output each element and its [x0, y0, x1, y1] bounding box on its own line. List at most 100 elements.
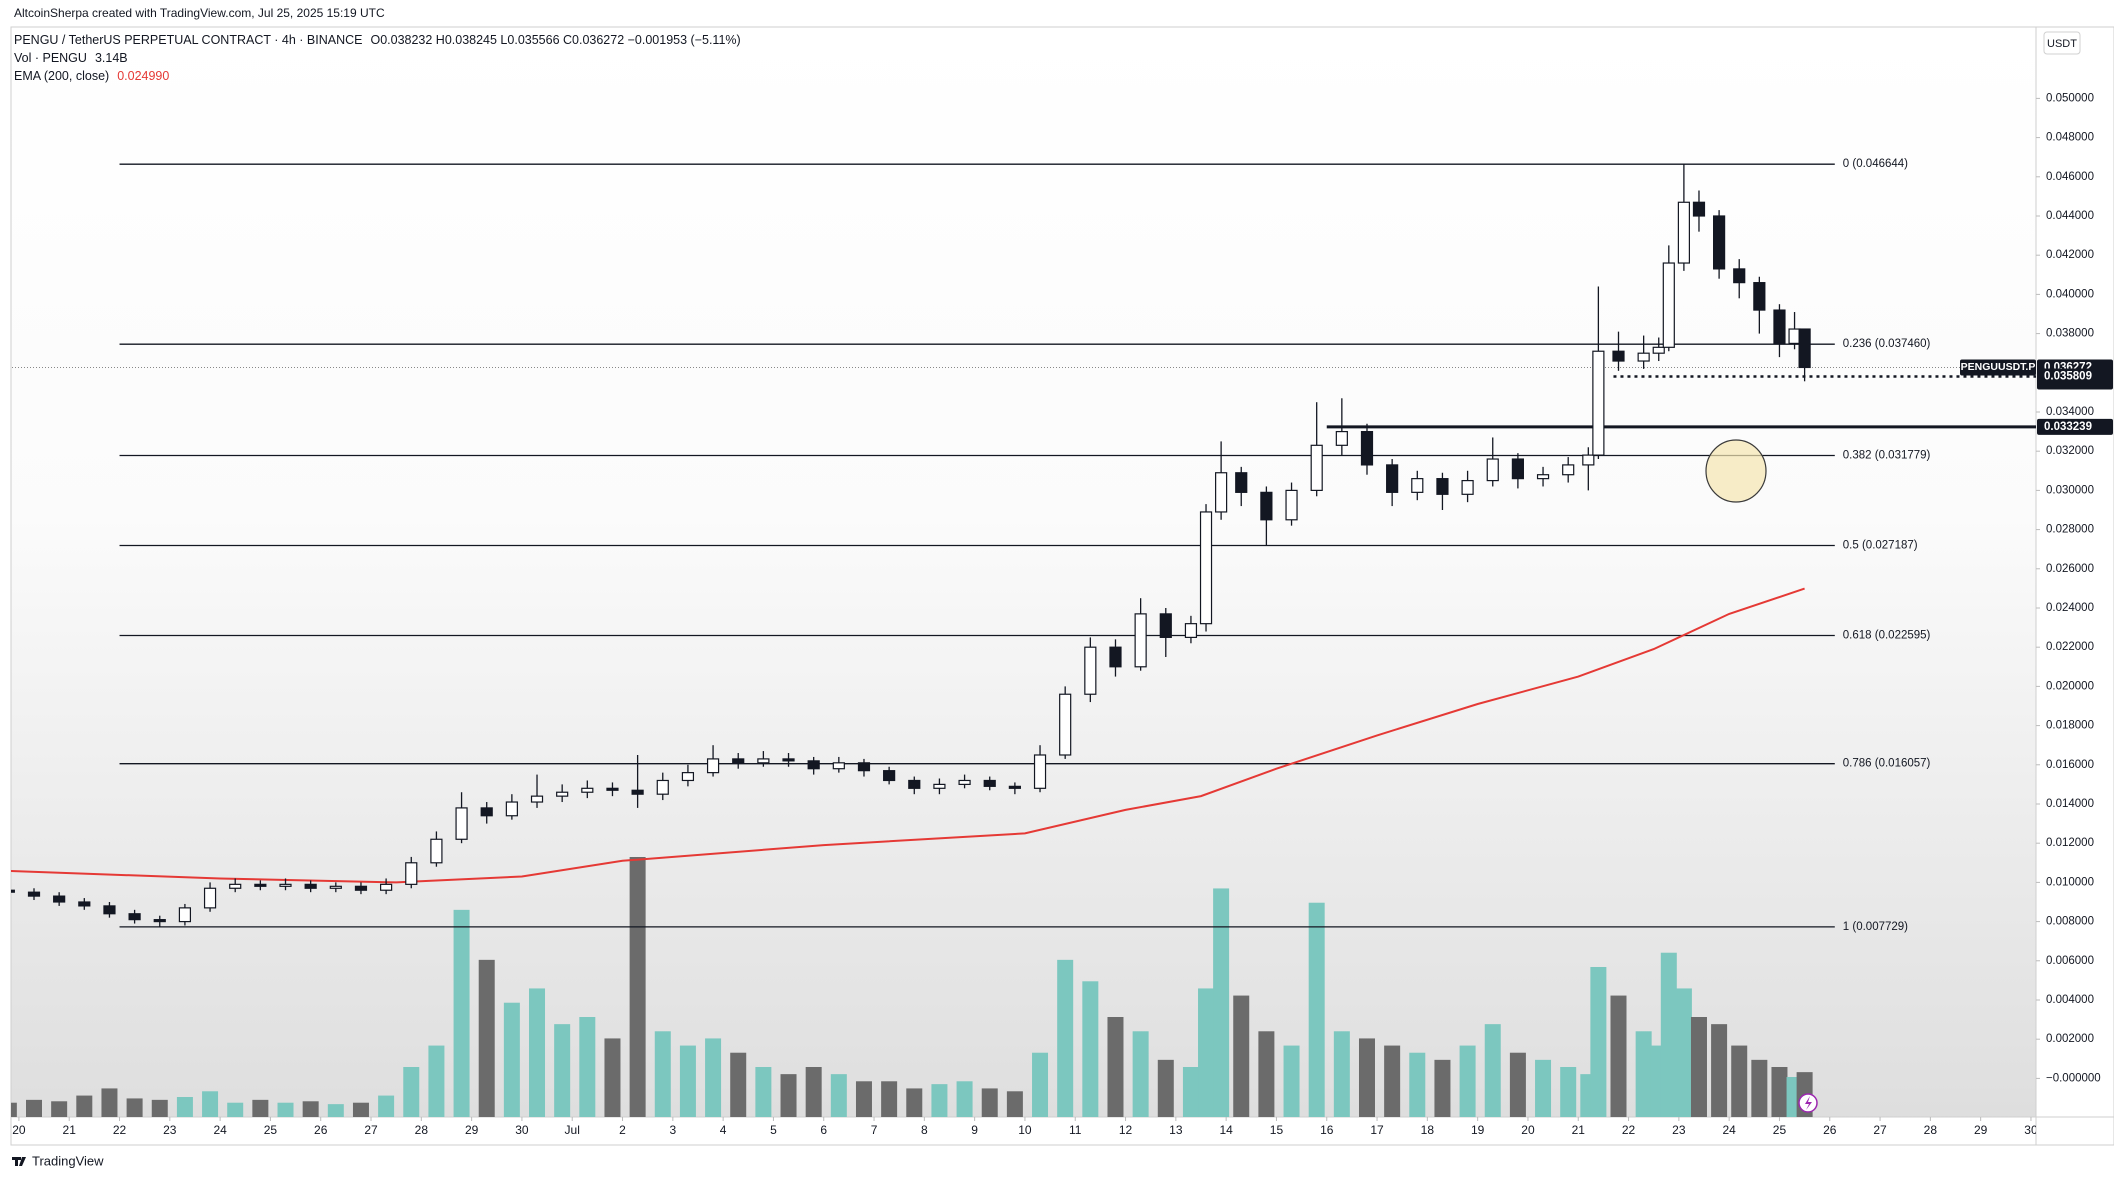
y-tick-label: 0.050000 [2046, 92, 2094, 104]
x-tick-label: 25 [264, 1123, 278, 1137]
hline-price-label-box [2037, 418, 2113, 435]
candle-body [1436, 478, 1449, 495]
volume-bar [126, 1098, 143, 1117]
x-tick-label: 9 [971, 1123, 978, 1137]
x-tick-label: 7 [871, 1123, 878, 1137]
candle-body [807, 760, 820, 770]
x-tick-label: 25 [1773, 1123, 1787, 1137]
y-tick-label: 0.014000 [2046, 798, 2094, 810]
volume-bar [1610, 995, 1627, 1117]
volume-bar [1675, 988, 1692, 1117]
volume-bar [1590, 967, 1607, 1117]
volume-bar [151, 1099, 168, 1117]
candle-body [153, 919, 166, 923]
frame [10, 26, 2114, 1146]
candle-body [530, 795, 544, 803]
x-tick-label: 30 [515, 1123, 529, 1137]
hline-price-label: 0.033239 [2044, 421, 2092, 433]
volume-bar [1660, 952, 1677, 1117]
volume-bar [1358, 1038, 1375, 1117]
volume-bar [780, 1074, 797, 1117]
candle-body [832, 762, 845, 770]
candle-body [1411, 478, 1424, 493]
volume-bar [1198, 988, 1215, 1117]
candle-body [304, 883, 317, 889]
y-tick-label: 0.040000 [2046, 288, 2094, 300]
y-tick-label: 0.008000 [2046, 916, 2094, 928]
candle-body [103, 905, 116, 915]
volume-bar [1731, 1045, 1748, 1117]
x-tick-label: 27 [1873, 1123, 1887, 1137]
hline-price-label-box [2037, 368, 2113, 385]
footer-brand: TradingView [32, 1153, 104, 1168]
volume-bar [101, 1088, 118, 1117]
y-tick-label: 0.026000 [2046, 563, 2094, 575]
price-axis: 0.050000 0.048000 0.046000 0.044000 0.042000… [2036, 92, 2113, 1084]
volume-bar [579, 1017, 596, 1117]
volume-bar [1635, 1031, 1652, 1117]
volume-bar [1006, 1091, 1023, 1117]
candle-body [782, 758, 795, 762]
candle-body [78, 901, 91, 907]
volume-bar [1484, 1024, 1501, 1117]
candle-body [1310, 444, 1323, 491]
x-tick-label: 20 [12, 1123, 26, 1137]
candle-body [1184, 623, 1198, 638]
x-tick-label: 2 [619, 1123, 626, 1137]
candle-body [53, 895, 66, 903]
volume-bar [252, 1099, 269, 1117]
volume-bar [981, 1088, 998, 1117]
candle-body [908, 779, 921, 789]
volume-bar [830, 1074, 847, 1117]
plot [11, 163, 2036, 1117]
volume-bar [604, 1038, 621, 1117]
x-tick-label: 14 [1219, 1123, 1233, 1137]
candle-body [455, 807, 468, 840]
candle-body [933, 783, 946, 789]
x-tick-label: 10 [1018, 1123, 1032, 1137]
x-tick-label: 17 [1370, 1123, 1384, 1137]
x-tick-label: 27 [364, 1123, 378, 1137]
x-tick-label: 18 [1421, 1123, 1435, 1137]
volume-bar [1032, 1052, 1049, 1117]
candle-body [1285, 489, 1298, 521]
volume-bar [906, 1088, 923, 1117]
candle-body [27, 891, 41, 897]
candle-body [1134, 613, 1147, 668]
alert-bolt [1805, 1096, 1812, 1110]
volume-bar [1132, 1031, 1149, 1117]
currency-button[interactable] [2043, 31, 2081, 55]
volume-bar [1082, 981, 1099, 1117]
fib-label: 0.618 (0.022595) [1843, 630, 1931, 642]
plot-background [11, 27, 2036, 1117]
y-tick-label: 0.006000 [2046, 955, 2094, 967]
attribution-text: AltcoinSherpa created with TradingView.c… [14, 6, 385, 20]
candle-body [1159, 613, 1172, 638]
candle-body [706, 758, 720, 774]
candle-body [1713, 215, 1726, 270]
x-tick-label: 15 [1270, 1123, 1284, 1137]
y-tick-label: 0.032000 [2046, 445, 2094, 457]
volume-bar [378, 1095, 395, 1117]
candle-body [1511, 458, 1524, 480]
volume-last: 3.14B [94, 51, 128, 65]
x-tick-label: 8 [921, 1123, 928, 1137]
volume-bar [1384, 1045, 1401, 1117]
volume-bar [352, 1102, 369, 1117]
y-tick-label: 0.004000 [2046, 994, 2094, 1006]
y-tick-label: 0.030000 [2046, 484, 2094, 496]
candle-body [1360, 430, 1374, 466]
candle-body [581, 787, 594, 793]
symbol-tag: PENGUUSDT.P [1961, 361, 2036, 373]
candle-body [1033, 754, 1047, 789]
y-tick-label: 0.020000 [2046, 680, 2094, 692]
x-tick-label: 29 [1974, 1123, 1988, 1137]
candle-body [1662, 262, 1675, 348]
volume-bar [1213, 888, 1230, 1117]
volume-bar [629, 857, 646, 1117]
y-tick-label: 0.024000 [2046, 602, 2094, 614]
volume-legend: Vol · PENGU 3.14B [14, 51, 136, 65]
y-tick-label: 0.034000 [2046, 406, 2094, 418]
x-tick-label: 20 [1521, 1123, 1535, 1137]
